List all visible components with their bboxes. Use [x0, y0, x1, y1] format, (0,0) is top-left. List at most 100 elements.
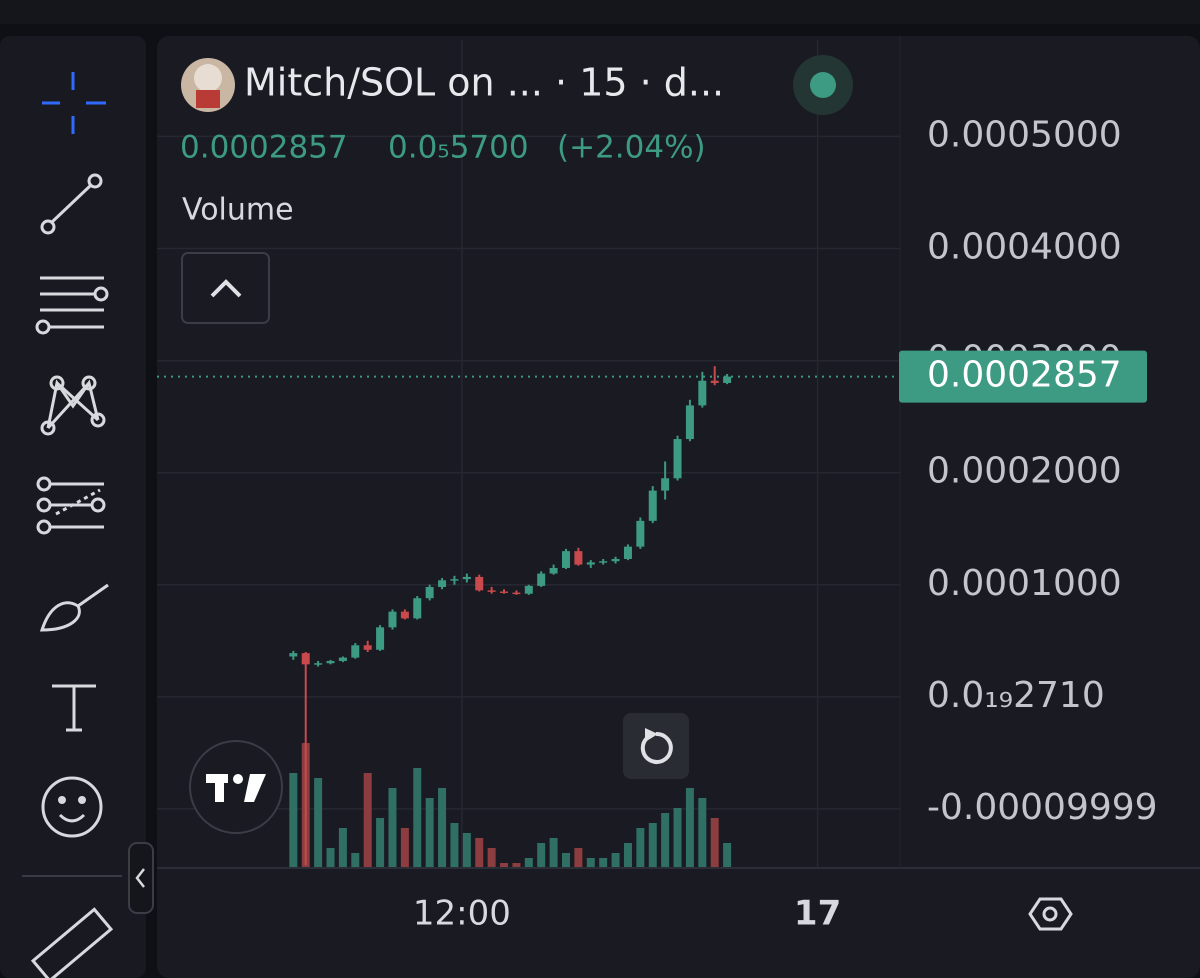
candle-body	[561, 551, 570, 568]
volume-bar	[549, 838, 558, 868]
volume-bar	[376, 818, 385, 868]
volume-bar	[450, 823, 459, 868]
pattern-tool[interactable]	[40, 375, 106, 436]
avatar-face	[194, 64, 222, 92]
settings-button[interactable]	[1028, 897, 1073, 931]
volume-bar	[648, 823, 657, 868]
candle-body	[363, 645, 372, 650]
candle-body	[673, 439, 682, 479]
volume-bar	[400, 828, 409, 868]
trend-line-tool[interactable]	[40, 173, 103, 235]
volume-bar	[363, 773, 372, 868]
toolbar-toggle[interactable]	[128, 842, 154, 914]
volume-bar	[636, 828, 645, 868]
x-tick-label: 12:00	[413, 894, 511, 934]
volume-bar	[710, 818, 719, 868]
avatar-body	[196, 90, 220, 108]
volume-bar	[685, 788, 694, 868]
candle-body	[698, 380, 707, 406]
last-price: 0.0002857	[180, 130, 348, 166]
crosshair-tool[interactable]	[42, 72, 106, 134]
candle-body	[623, 546, 632, 559]
candle-body	[648, 490, 657, 521]
candle-body	[326, 660, 335, 664]
volume-bar	[574, 848, 583, 868]
candle-body	[438, 580, 447, 587]
candle-body	[586, 562, 595, 565]
volume-bar	[388, 788, 397, 868]
volume-bar	[537, 843, 546, 868]
candle-body	[425, 586, 434, 599]
reset-arrow	[645, 728, 658, 742]
y-tick-label: -0.00009999	[927, 787, 1158, 828]
candle-body	[475, 576, 484, 591]
candle-body	[450, 579, 459, 581]
volume-bar	[475, 838, 484, 868]
candle-body	[549, 567, 558, 574]
last-price-label: 0.0002857	[927, 355, 1122, 396]
volume-bar	[512, 863, 521, 868]
settings-icon	[1042, 906, 1058, 922]
reset-icon	[640, 731, 673, 764]
candle-body	[500, 591, 509, 593]
candle-body	[512, 592, 521, 595]
candle-body	[524, 585, 533, 594]
volume-bar	[326, 848, 335, 868]
tv-logo-mark	[206, 774, 266, 802]
volume-bar	[314, 778, 323, 868]
plot-area	[157, 40, 900, 868]
price-change-percent: (+2.04%)	[557, 130, 706, 166]
candle-body	[351, 645, 360, 658]
candle-body	[574, 551, 583, 565]
volume-bar	[351, 853, 360, 868]
candle-body	[487, 590, 496, 592]
volume-bar	[673, 808, 682, 868]
candle-body	[710, 380, 719, 383]
candle-body	[400, 611, 409, 619]
last-price-tag	[899, 350, 1147, 403]
collapse-button[interactable]	[181, 252, 270, 324]
reset-button[interactable]	[623, 713, 689, 779]
y-tick-label: 0.0004000	[927, 226, 1122, 267]
volume-bar	[586, 858, 595, 868]
candle-body	[462, 576, 471, 580]
volume-bar	[599, 858, 608, 868]
candle-body	[338, 657, 347, 661]
candle-body	[661, 478, 670, 491]
volume-bar	[438, 788, 447, 868]
volume-bar	[338, 828, 347, 868]
collapse-chevron	[210, 279, 242, 298]
candle-body	[314, 663, 323, 665]
toolbar-icons[interactable]	[22, 72, 122, 978]
brush-tool[interactable]	[39, 583, 109, 632]
chart-panel	[157, 36, 1200, 978]
toggle-chevron	[135, 868, 145, 888]
volume-bar	[723, 843, 732, 868]
fib-tool[interactable]	[35, 276, 109, 335]
candle-body	[537, 573, 546, 586]
volume-bar	[698, 798, 707, 868]
candle-body	[301, 653, 310, 665]
volume-bar	[623, 843, 632, 868]
indicator-label: Volume	[182, 193, 294, 228]
status-dot	[810, 72, 836, 98]
y-tick-label: 0.0001000	[927, 563, 1122, 604]
candle-body	[289, 653, 298, 657]
volume-bar	[661, 813, 670, 868]
volume-bar	[413, 768, 422, 868]
candle-body	[723, 376, 732, 383]
emoji-tool[interactable]	[41, 776, 103, 838]
price-change: 0.0₅5700	[388, 130, 529, 166]
volume-bar	[561, 853, 570, 868]
candle-body	[388, 611, 397, 628]
candle-body	[413, 598, 422, 619]
prediction-tool[interactable]	[36, 476, 106, 535]
text-tool[interactable]	[52, 684, 96, 732]
ruler-tool[interactable]	[30, 907, 114, 978]
volume-bar	[462, 833, 471, 868]
tv-logo[interactable]	[189, 740, 283, 834]
top-strip	[0, 0, 1200, 24]
y-tick-label: 0.0005000	[927, 114, 1122, 155]
